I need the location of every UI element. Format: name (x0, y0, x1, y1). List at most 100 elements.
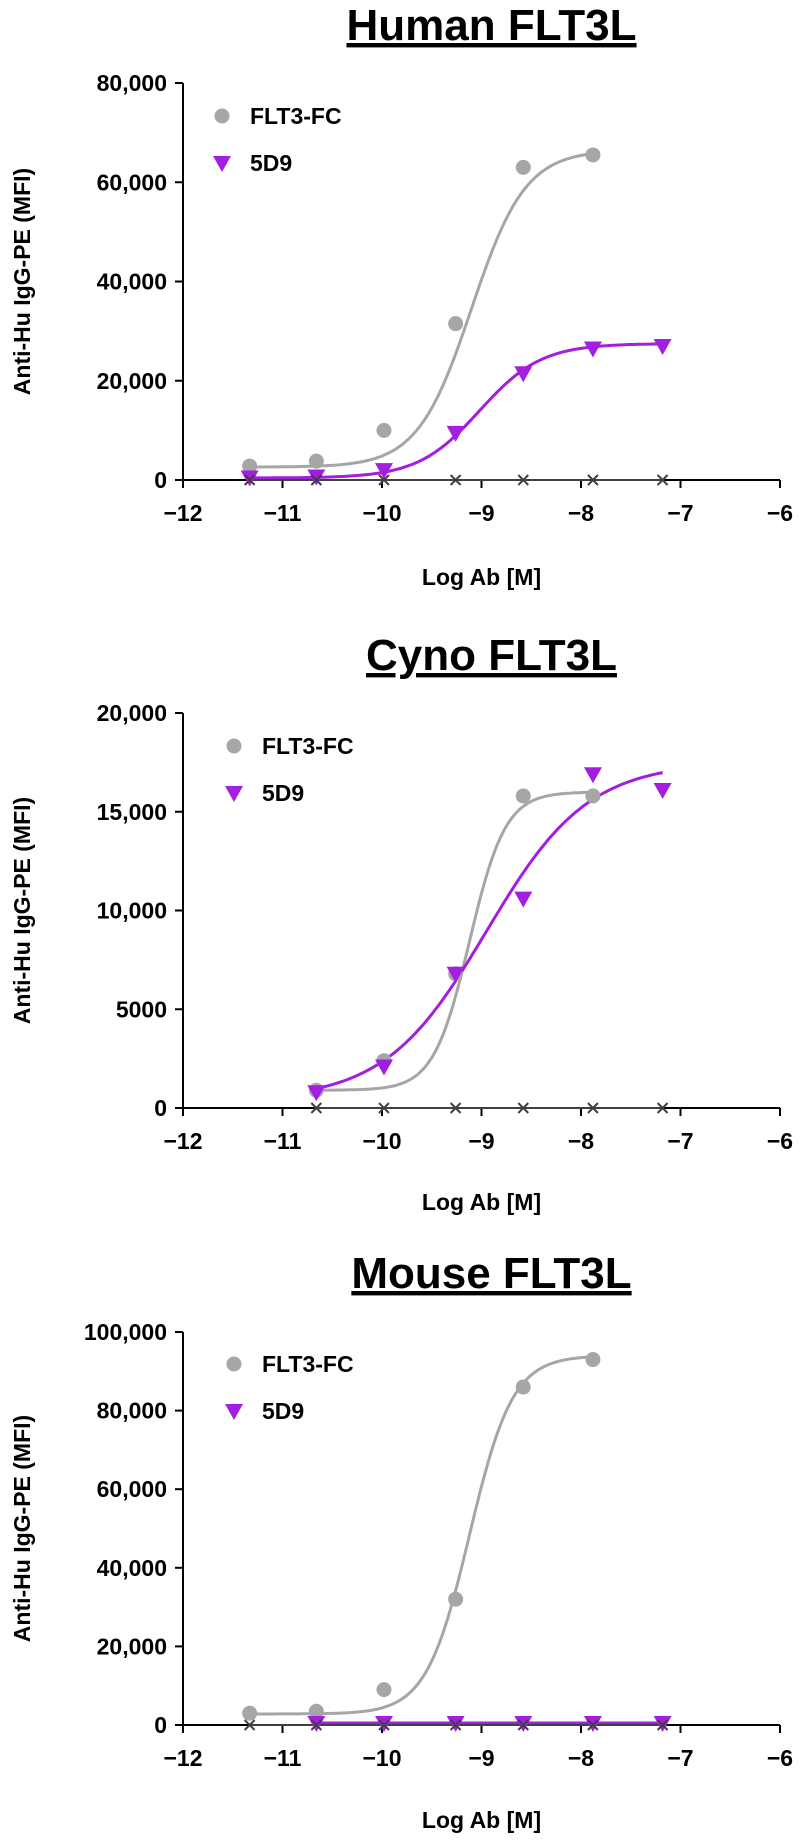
y-tick-label: 15,000 (97, 799, 167, 825)
x-tick-label: −6 (767, 500, 793, 526)
x-tick-label: −10 (362, 500, 401, 526)
chart-title: Cyno FLT3L (366, 631, 617, 680)
fit-curve-5d9 (316, 771, 663, 1091)
fit-curve-flt3-fc (249, 1355, 593, 1716)
panel-1: Human FLT3L 0 20,000 40,000 60,000 80,000 −12 −… (9, 1, 793, 590)
y-tick-label: 80,000 (97, 70, 167, 96)
y-tick-label: 20,000 (97, 1633, 167, 1659)
data-point-control (517, 1102, 529, 1114)
data-point-flt3-fc (376, 422, 392, 438)
x-tick-label: −10 (362, 1745, 401, 1771)
y-tick-label: 0 (154, 467, 167, 493)
legend-marker-flt3-fc (214, 108, 230, 124)
legend: FLT3-FC 5D9 (225, 733, 354, 806)
x-tick-label: −7 (667, 1745, 693, 1771)
data-point-control (310, 474, 323, 486)
data-point-control (449, 1102, 462, 1114)
data-point-5d9 (514, 891, 533, 908)
y-tick-label: 40,000 (97, 1555, 167, 1581)
legend-label-flt3-fc: FLT3-FC (262, 1351, 354, 1377)
data-point-5d9 (307, 469, 326, 486)
legend-label-5d9: 5D9 (262, 780, 304, 806)
legend-label-5d9: 5D9 (262, 1398, 304, 1424)
data-point-flt3-fc (376, 1682, 392, 1698)
data-point-control (517, 1719, 529, 1731)
data-point-flt3-fc (515, 788, 531, 804)
chart-title: Mouse FLT3L (351, 1249, 631, 1298)
fit-curve-flt3-fc (249, 152, 594, 469)
data-point-flt3-fc (585, 788, 601, 804)
legend: FLT3-FC 5D9 (225, 1351, 354, 1424)
legend-marker-5d9 (225, 786, 243, 802)
data-point-5d9 (653, 783, 672, 800)
data-point-5d9 (446, 966, 465, 983)
y-tick-label: 10,000 (97, 898, 167, 924)
data-point-5d9 (514, 366, 533, 383)
x-tick-label: −11 (264, 500, 302, 526)
y-tick-label: 60,000 (97, 169, 167, 195)
legend-label-flt3-fc: FLT3-FC (262, 733, 354, 759)
x-tick-label: −9 (468, 1128, 494, 1154)
panel-3: Mouse FLT3L 0 20,000 40,000 60,000 80,000 100,… (9, 1249, 793, 1833)
x-tick-label: −9 (468, 1745, 494, 1771)
x-tick-label: −11 (264, 1745, 302, 1771)
x-tick-label: −8 (568, 500, 594, 526)
data-point-5d9 (653, 339, 672, 356)
y-tick-label: 40,000 (97, 269, 167, 295)
data-point-control (449, 474, 462, 486)
x-tick-label: −8 (568, 1745, 594, 1771)
y-tick-label: 20,000 (97, 368, 167, 394)
data-point-flt3-fc (585, 1352, 601, 1368)
x-tick-label: −11 (264, 1128, 302, 1154)
x-tick-label: −12 (163, 1128, 202, 1154)
legend-marker-5d9 (213, 156, 231, 172)
y-tick-label: 80,000 (97, 1398, 167, 1424)
legend: FLT3-FC 5D9 (213, 103, 342, 176)
legend-marker-5d9 (225, 1404, 243, 1420)
legend-label-5d9: 5D9 (250, 150, 292, 176)
data-point-flt3-fc (308, 1703, 324, 1719)
data-point-control (587, 474, 599, 486)
y-tick-label: 0 (154, 1095, 167, 1121)
data-point-control (378, 1719, 390, 1731)
data-point-control (656, 474, 669, 486)
data-point-5d9 (583, 767, 602, 784)
data-point-control (243, 1719, 256, 1731)
x-tick-label: −9 (468, 500, 494, 526)
x-axis-label: Log Ab [M] (422, 564, 541, 590)
x-tick-label: −6 (767, 1128, 793, 1154)
data-point-control (587, 1102, 599, 1114)
x-tick-label: −6 (767, 1745, 793, 1771)
data-point-flt3-fc (308, 453, 324, 469)
data-point-control (656, 1102, 669, 1114)
panel-2: Cyno FLT3L 0 5000 10,000 15,000 20,000 −12 −11 −… (9, 631, 793, 1215)
data-point-5d9 (374, 463, 393, 480)
y-tick-label: 60,000 (97, 1476, 167, 1502)
fit-curve-flt3-fc (316, 790, 593, 1092)
x-tick-label: −12 (163, 1745, 202, 1771)
data-point-control (378, 474, 390, 486)
legend-marker-flt3-fc (226, 1356, 242, 1372)
data-point-flt3-fc (585, 147, 601, 163)
x-tick-label: −7 (667, 500, 693, 526)
data-point-control (656, 1719, 669, 1731)
data-point-5d9 (307, 1085, 326, 1102)
data-point-control (310, 1719, 323, 1731)
data-point-control (378, 1102, 390, 1114)
x-tick-label: −10 (362, 1128, 401, 1154)
x-tick-label: −12 (163, 500, 202, 526)
legend-marker-flt3-fc (226, 738, 242, 754)
x-axis-label: Log Ab [M] (422, 1189, 541, 1215)
data-point-flt3-fc (242, 458, 258, 474)
chart-title: Human FLT3L (346, 1, 636, 50)
x-axis-label: Log Ab [M] (422, 1807, 541, 1833)
y-axis-label: Anti-Hu IgG-PE (MFI) (9, 168, 35, 395)
y-tick-label: 20,000 (97, 700, 167, 726)
y-tick-label: 5000 (116, 996, 167, 1022)
x-tick-label: −7 (667, 1128, 693, 1154)
legend-label-flt3-fc: FLT3-FC (250, 103, 342, 129)
y-tick-label: 100,000 (84, 1319, 167, 1345)
data-point-control (517, 474, 529, 486)
data-point-control (310, 1102, 323, 1114)
